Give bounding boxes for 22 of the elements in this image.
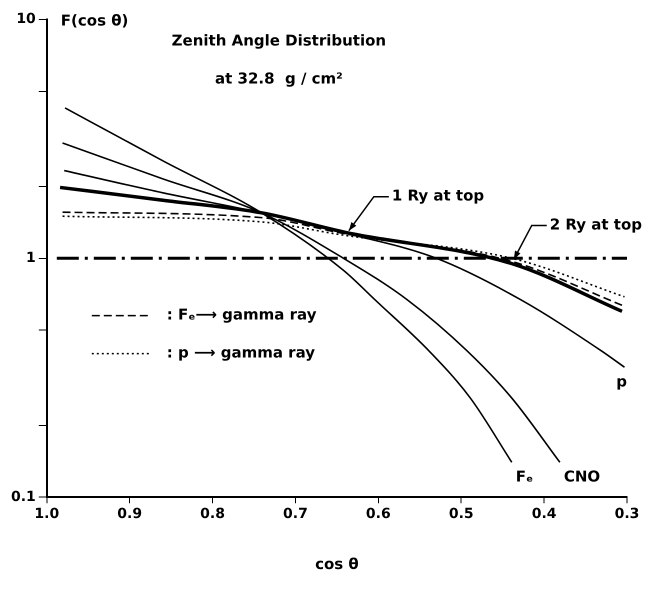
x-axis-title: cos θ <box>315 554 359 573</box>
legend-label: : Fₑ⟶ gamma ray <box>166 306 317 324</box>
legend-label: : p ⟶ gamma ray <box>166 344 316 362</box>
text: Zenith Angle Distribution <box>172 31 386 50</box>
x-tick-label: 0.5 <box>448 506 474 522</box>
series-label: p <box>616 372 628 391</box>
x-tick-label: 1.0 <box>34 506 60 522</box>
y-tick-label: 0.1 <box>10 488 36 505</box>
x-tick-label: 0.4 <box>532 506 557 522</box>
annotation: 2 Ry at top <box>550 215 642 234</box>
annotation: 1 Ry at top <box>392 186 484 205</box>
x-tick-label: 0.7 <box>283 506 308 522</box>
series-label: CNO <box>564 468 600 486</box>
x-tick-label: 0.3 <box>614 506 640 522</box>
x-tick-label: 0.9 <box>117 506 142 522</box>
x-tick-label: 0.6 <box>366 506 391 522</box>
y-tick-label: 1 <box>26 250 36 266</box>
series-label: Fₑ <box>516 468 534 486</box>
x-tick-label: 0.8 <box>200 506 225 522</box>
y-tick-label: 10 <box>16 11 36 28</box>
y-axis-title: F(cos θ) <box>60 11 128 30</box>
text: at 32.8 g / cm² <box>215 69 343 88</box>
